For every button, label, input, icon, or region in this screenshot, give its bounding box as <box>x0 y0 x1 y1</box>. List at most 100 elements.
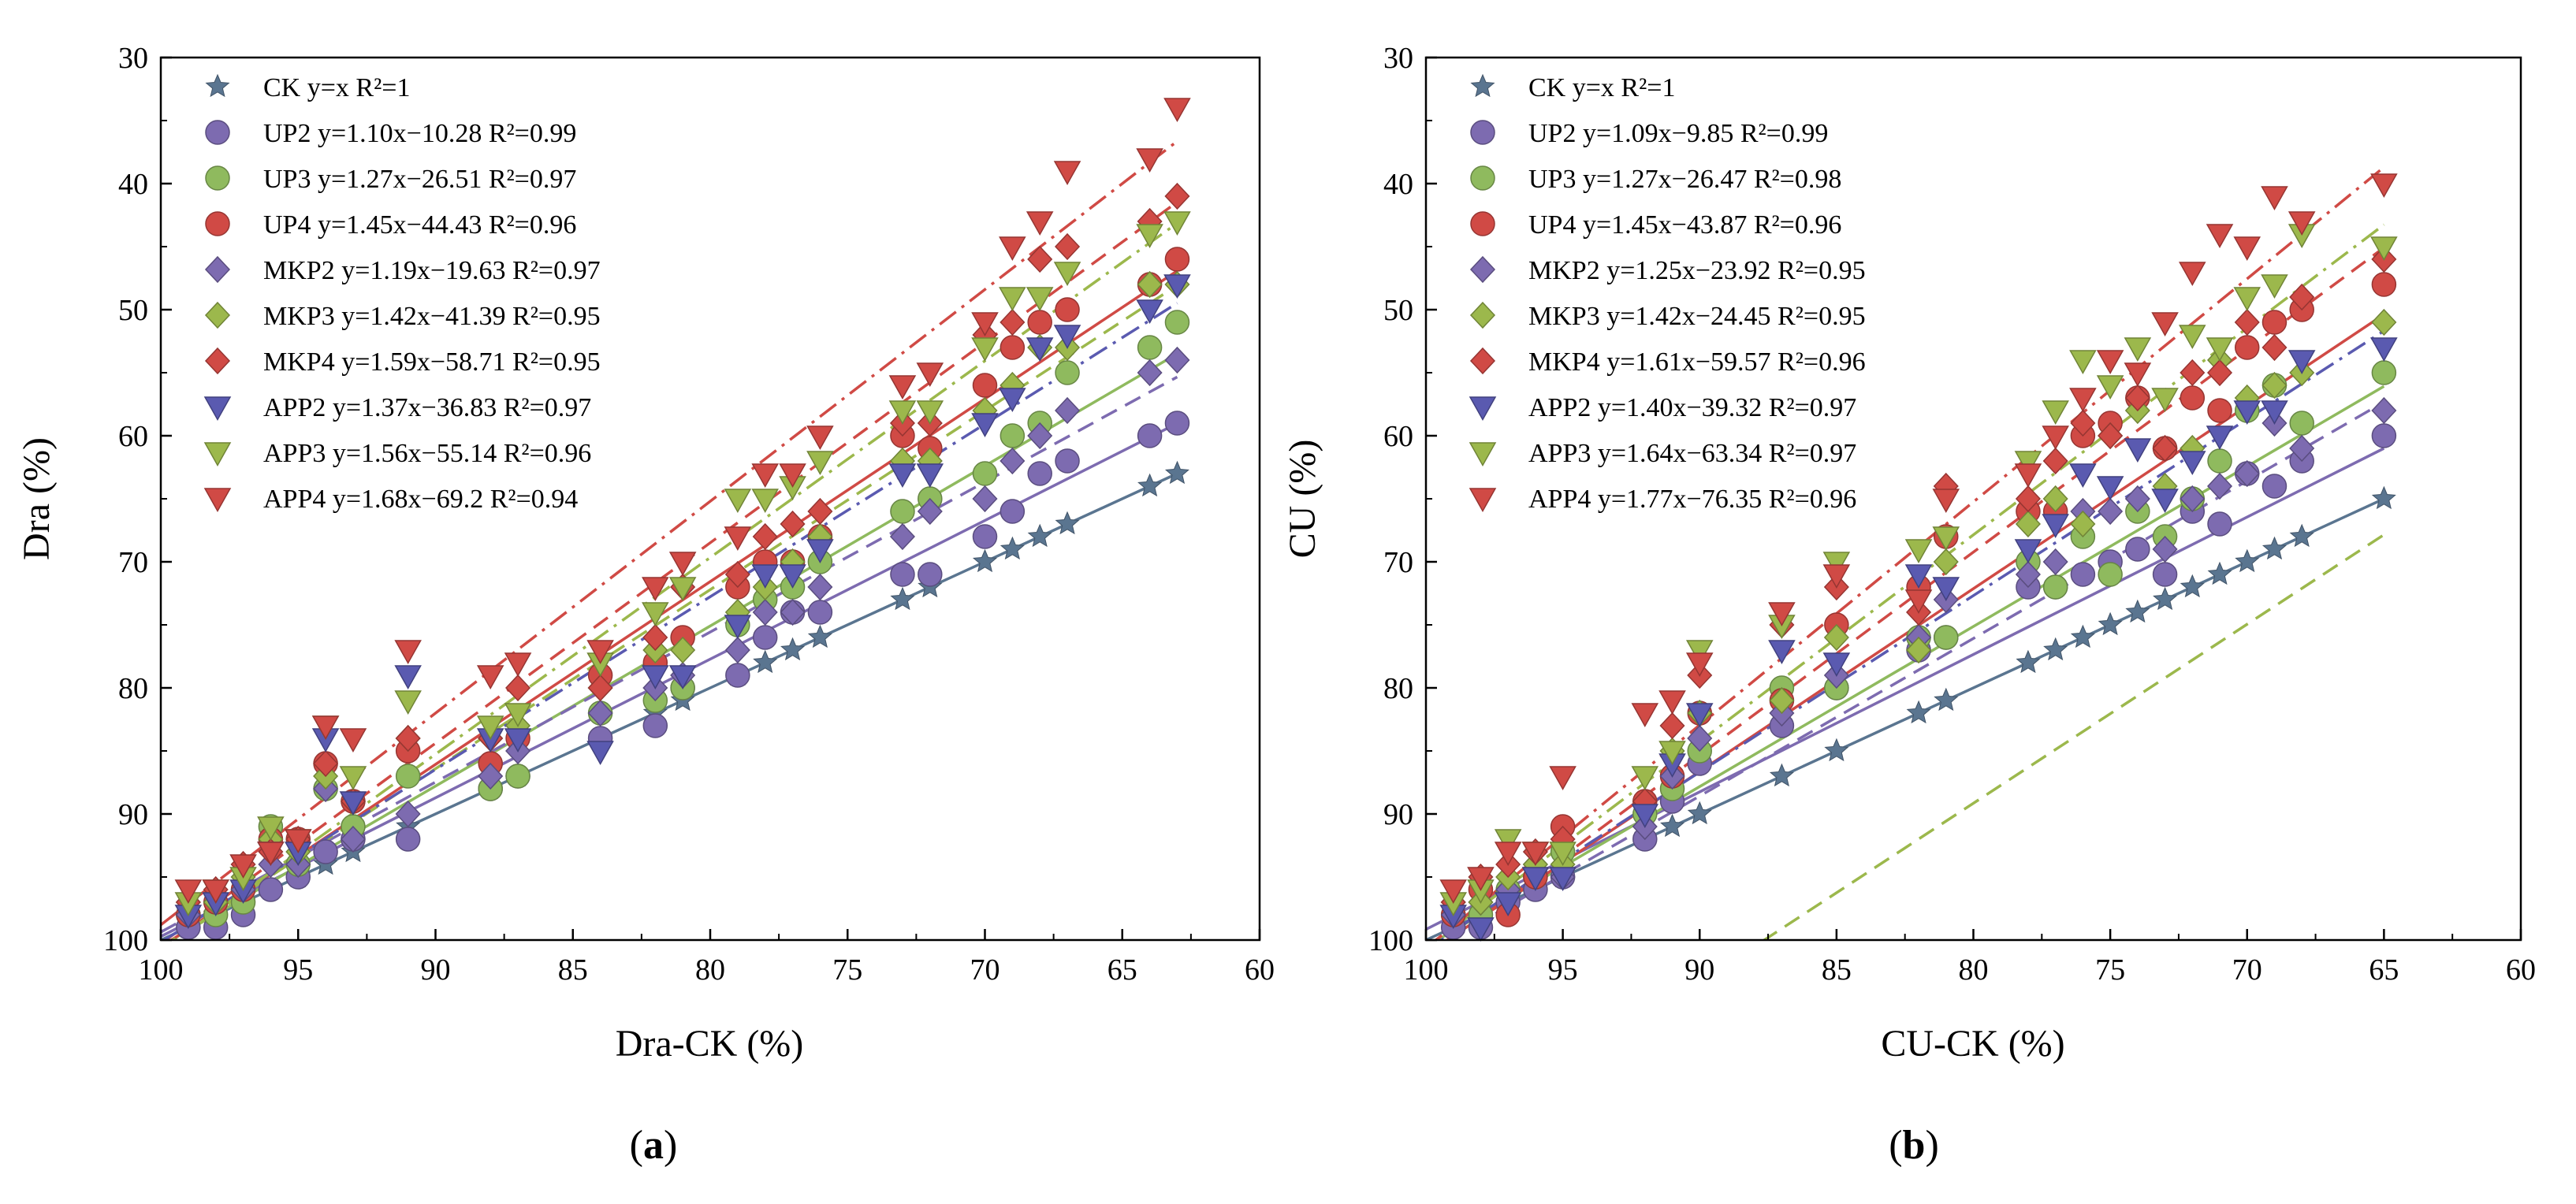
panel-a-point-mkp2 <box>752 598 778 626</box>
panel-a-point-up3 <box>972 461 998 486</box>
panel-b-point-mkp4 <box>2098 422 2124 450</box>
panel-b-point-ck <box>2016 649 2041 674</box>
panel-b-point-up3 <box>2207 448 2232 474</box>
panel-a-point-app3 <box>257 816 285 842</box>
panel-a-x-tick-label: 70 <box>970 953 1000 987</box>
panel-b-legend-entry-ck: CK y=x R²=1 <box>1528 73 1675 102</box>
panel-b-point-app3 <box>2096 375 2124 400</box>
panel-b-point-app3 <box>1822 552 1851 577</box>
panel-a-point-app3 <box>806 451 834 476</box>
panel-b-point-app4 <box>2014 463 2042 489</box>
panel-a-point-app4 <box>999 236 1026 262</box>
panel-a-x-tick-label: 95 <box>283 953 313 987</box>
panel-a-point-mkp4 <box>724 560 750 589</box>
panel-a-point-mkp2 <box>807 573 833 601</box>
panel-a-point-app3 <box>724 489 752 514</box>
panel-b-x-tick-label: 80 <box>1959 953 1989 987</box>
panel-b-legend-marker-up4 <box>1470 211 1495 236</box>
panel-b-point-app2 <box>1822 652 1851 678</box>
panel-b-point-mkp2 <box>2234 459 2260 488</box>
panel-b-point-app2 <box>2233 400 2261 425</box>
panel-b-point-app4 <box>2288 211 2316 236</box>
panel-b-point-app2 <box>2288 350 2316 375</box>
panel-a-fit-line-app2 <box>162 302 1178 940</box>
panel-b-point-app3 <box>2206 337 2234 362</box>
panel-a-y-tick-label: 40 <box>118 168 148 201</box>
panel-b-label: (b) <box>1889 1123 1939 1168</box>
panel-b-point-mkp4 <box>2234 308 2260 336</box>
panel-b-point-mkp4 <box>2070 409 2096 437</box>
panel-b-point-app4 <box>2124 362 2152 388</box>
panel-a-point-mkp4 <box>780 510 806 538</box>
panel-a-point-app4 <box>504 652 532 678</box>
panel-b-point-app4 <box>2233 236 2261 262</box>
panel-a-point-mkp2 <box>1164 346 1190 374</box>
panel-b-legend-entry-up3: UP3 y=1.27x−26.47 R²=0.98 <box>1528 165 1841 194</box>
panel-a-point-app2 <box>642 665 669 690</box>
panel-b-point-up4 <box>2235 335 2260 360</box>
panel-b-point-app4 <box>1439 879 1468 905</box>
panel-a-y-axis-title: Dra (%) <box>16 437 58 560</box>
panel-b-x-tick-label: 85 <box>1822 953 1852 987</box>
panel-a-point-app2 <box>1053 325 1081 350</box>
panel-a-point-mkp2 <box>972 485 998 513</box>
panel-b-legend-marker-up3 <box>1470 165 1495 191</box>
panel-b-point-app4 <box>2042 425 2069 451</box>
panel-b-point-app2 <box>1494 892 1522 917</box>
panel-b-point-app2 <box>2370 337 2398 362</box>
panel-a-legend-marker-mkp4 <box>204 347 231 375</box>
panel-b-legend-marker-app3 <box>1469 442 1497 467</box>
panel-b-legend-entry-mkp3: MKP3 y=1.42x−24.45 R²=0.95 <box>1528 302 1866 331</box>
panel-b-x-tick-label: 65 <box>2369 953 2399 987</box>
panel-a-point-up2 <box>890 562 915 587</box>
panel-b-point-app4 <box>2069 388 2097 413</box>
panel-a-legend-entry-mkp4: MKP4 y=1.59x−58.71 R²=0.95 <box>263 347 601 377</box>
panel-b-point-app4 <box>1904 589 1933 615</box>
panel-a-point-app4 <box>779 463 806 489</box>
panel-a-point-app4 <box>586 640 614 665</box>
panel-b-point-ck <box>2235 548 2260 573</box>
panel-a-point-app4 <box>311 715 340 741</box>
panel-b-y-tick-label: 90 <box>1383 798 1413 831</box>
panel-b-point-app3 <box>2124 337 2152 362</box>
panel-a-point-mkp2 <box>340 825 366 853</box>
panel-a-point-mkp4 <box>752 522 778 551</box>
panel-a-point-ck <box>753 649 778 674</box>
panel-a-legend-marker-app2 <box>203 396 232 422</box>
panel-b-point-app2 <box>2124 438 2152 463</box>
panel-a-point-app2 <box>751 564 779 589</box>
panel-b-point-app4 <box>1932 489 1960 514</box>
panel-a-point-up3 <box>1055 360 1080 385</box>
panel-b-legend-entry-app3: APP3 y=1.64x−63.34 R²=0.97 <box>1528 439 1856 468</box>
panel-a-point-app4 <box>888 375 917 400</box>
panel-a-point-app3 <box>916 400 944 425</box>
panel-b-point-up2 <box>2371 423 2397 448</box>
panel-a-point-app4 <box>1053 161 1081 186</box>
panel-a-legend-entry-app4: APP4 y=1.68x−69.2 R²=0.94 <box>263 485 578 514</box>
panel-a-point-mkp4 <box>1055 232 1081 261</box>
panel-a-point-mkp2 <box>478 762 504 790</box>
panel-b-x-tick-label: 95 <box>1548 953 1578 987</box>
panel-a-point-up3 <box>1137 335 1163 360</box>
panel-b-point-ck <box>1906 700 1931 724</box>
panel-a-point-app3 <box>642 602 669 627</box>
panel-a-point-app4 <box>394 640 422 665</box>
panel-b-point-ck <box>2070 624 2095 648</box>
panel-a-point-app4 <box>476 665 504 690</box>
panel-b-point-app3 <box>2261 274 2288 299</box>
panel-a-point-app4 <box>971 312 999 337</box>
panel-a-point-mkp2 <box>395 800 421 828</box>
panel-b-point-ck <box>2153 586 2178 611</box>
panel-a-y-tick-label: 80 <box>118 672 148 705</box>
panel-a-point-app2 <box>1163 274 1191 299</box>
panel-b-legend-marker-app4 <box>1469 488 1497 513</box>
panel-a-point-app2 <box>504 728 532 753</box>
panel-b-point-ck <box>2207 561 2232 585</box>
panel-a-y-tick-label: 50 <box>118 294 148 327</box>
panel-a-point-up2 <box>807 600 833 625</box>
panel-b-point-mkp3 <box>1906 636 1932 664</box>
panel-a-point-up3 <box>1164 310 1190 335</box>
panel-a-points <box>174 98 1191 940</box>
panel-b-point-app4 <box>1631 703 1659 728</box>
panel-a-legend-marker-up3 <box>205 165 230 191</box>
